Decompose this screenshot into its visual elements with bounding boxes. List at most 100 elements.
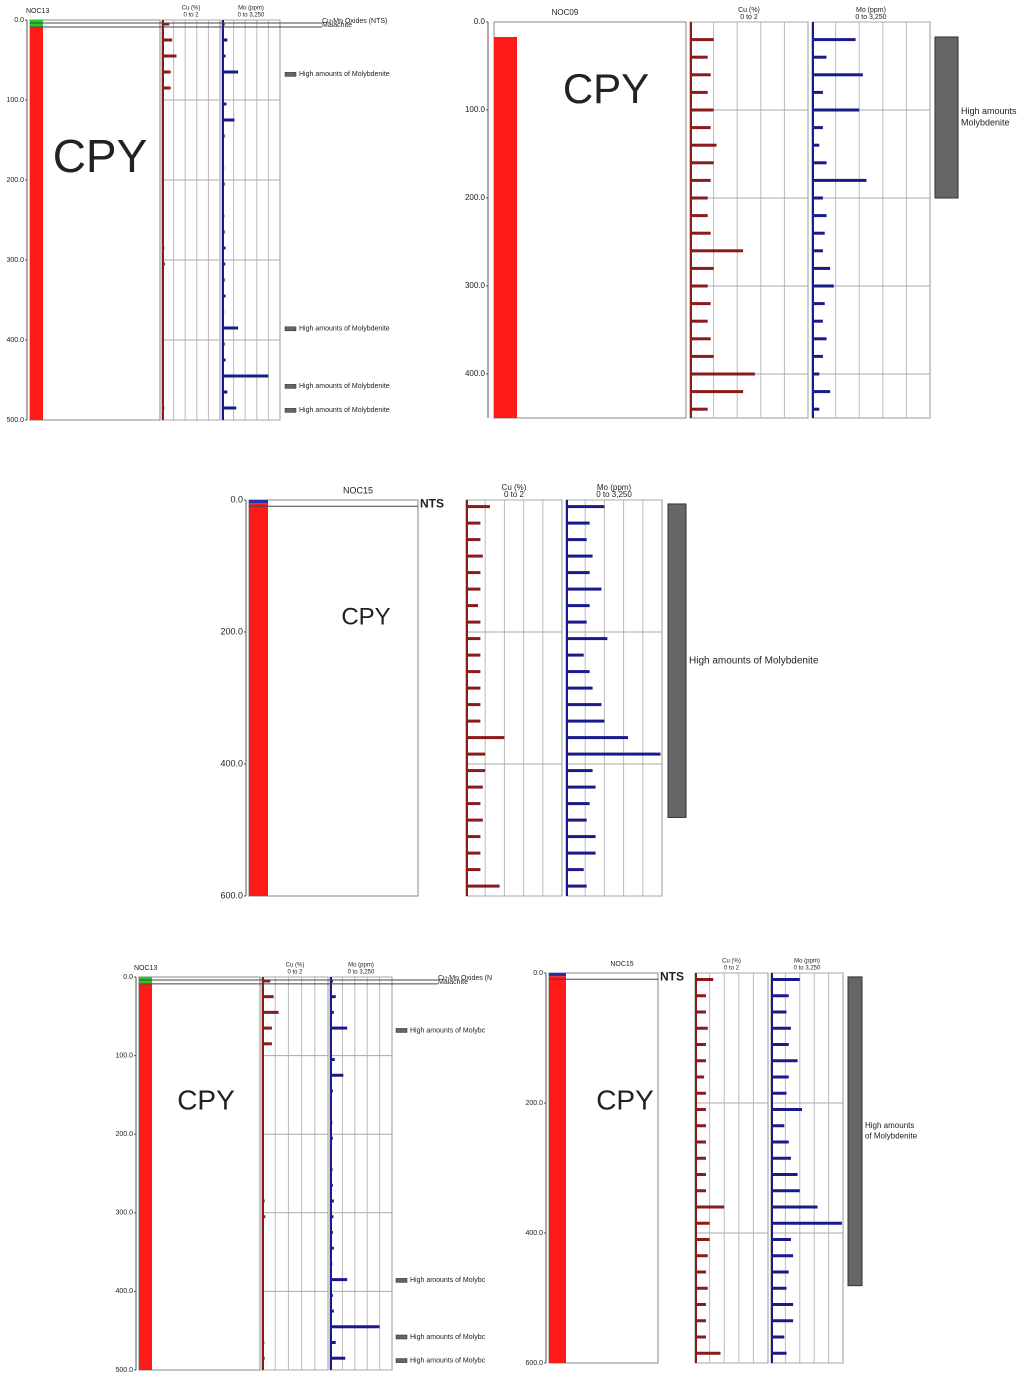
track-title: Cu (%) [182,6,201,12]
assay-bar [222,230,225,234]
lithology-interval [549,973,566,977]
assay-bar [566,686,593,690]
track-range: 0 to 2 [740,14,758,21]
assay-bar [262,995,274,999]
assay-bar [566,736,629,740]
assay-bar [466,785,483,789]
assay-bar [222,342,225,346]
assay-bar [812,161,827,165]
assay-bar [466,868,481,872]
assay-bar [262,1073,264,1077]
assay-bar [330,1325,380,1329]
assay-bar [695,994,706,998]
assay-bar [222,38,228,42]
assay-bar [330,1215,334,1219]
assay-bar [330,1293,333,1297]
y-tick-label: 100.0 [465,105,486,114]
assay-bar [690,354,714,358]
assay-bar [690,126,711,130]
y-tick-label: 300.0 [6,257,24,264]
assay-bar [566,835,596,839]
assay-bar [695,1173,706,1176]
assay-bar [262,1105,264,1109]
assay-bar [690,372,755,376]
assay-bar [466,505,490,509]
assay-bar [695,1108,706,1111]
assay-bar [222,54,226,58]
marker-label: Molybdenite [961,118,1010,128]
assay-bar [466,703,481,707]
track-range: 0 to 3,250 [794,966,821,972]
track-frame [261,976,329,1371]
assay-bar [466,670,481,674]
y-tick-label: 400.0 [220,758,243,768]
assay-bar [812,284,834,288]
assay-bar [695,1303,706,1306]
assay-bar [222,358,226,362]
assay-bar [262,1230,264,1234]
y-tick-label: 200.0 [525,1100,543,1107]
track-frame [811,21,931,419]
assay-bar [330,1230,333,1234]
assay-bar [330,1026,348,1030]
assay-bar [162,278,164,282]
assay-bar [222,166,225,170]
assay-bar [812,38,856,42]
top-label: Malachite [322,22,352,29]
assay-bar [690,196,708,200]
track-frame [161,19,221,421]
assay-bar [771,1205,818,1209]
y-tick-label: 200.0 [465,193,486,202]
assay-bar [330,1136,333,1140]
assay-bar [222,294,226,298]
assay-bar [566,505,605,509]
assay-bar [695,1286,708,1290]
rock-label: CPY [177,1084,235,1115]
marker-label: High amounts [961,106,1017,116]
y-tick-label: 200.0 [6,177,24,184]
annotation-swatch [284,408,297,413]
annotation-swatch [284,384,297,389]
y-tick-label: 200.0 [220,626,243,636]
assay-bar [695,1124,706,1128]
assay-bar [812,249,823,253]
rock-label: CPY [596,1084,654,1115]
assay-bar [812,196,823,200]
assay-bar [812,407,820,411]
assay-bar [690,143,717,147]
assay-bar [695,1026,708,1030]
assay-bar [222,134,225,138]
assay-bar [695,1221,710,1225]
y-tick-label: 0.0 [533,970,543,977]
assay-bar [466,637,481,641]
hole-name: NOC13 [26,8,49,15]
assay-bar [690,337,711,341]
assay-bar [690,214,708,218]
top-label: NTS [660,969,684,983]
annotation-swatch [395,1028,408,1033]
assay-bar [771,1254,794,1258]
hole-name: NOC15 [343,485,373,495]
assay-bar [566,884,587,888]
annotation: High amounts of Molybc [410,1334,486,1341]
assay-bar [812,319,823,323]
assay-bar [222,246,226,250]
assay-bar [262,1042,272,1046]
assay-bar [222,150,224,154]
assay-bar [162,374,164,378]
assay-bar [466,802,481,806]
assay-bar [262,1183,264,1187]
y-tick-label: 400.0 [115,1288,133,1295]
track-title: Cu (%) [722,959,741,965]
assay-bar [695,1254,708,1258]
assay-bar [566,818,587,822]
assay-bar [566,653,584,657]
assay-bar [330,1356,346,1360]
molybdenite-bar [667,503,687,818]
annotation-swatch [284,326,297,332]
assay-bar [566,670,590,674]
assay-bar [566,587,602,591]
assay-bar [695,1140,706,1144]
assay-bar [162,70,171,74]
track-frame [329,976,393,1371]
